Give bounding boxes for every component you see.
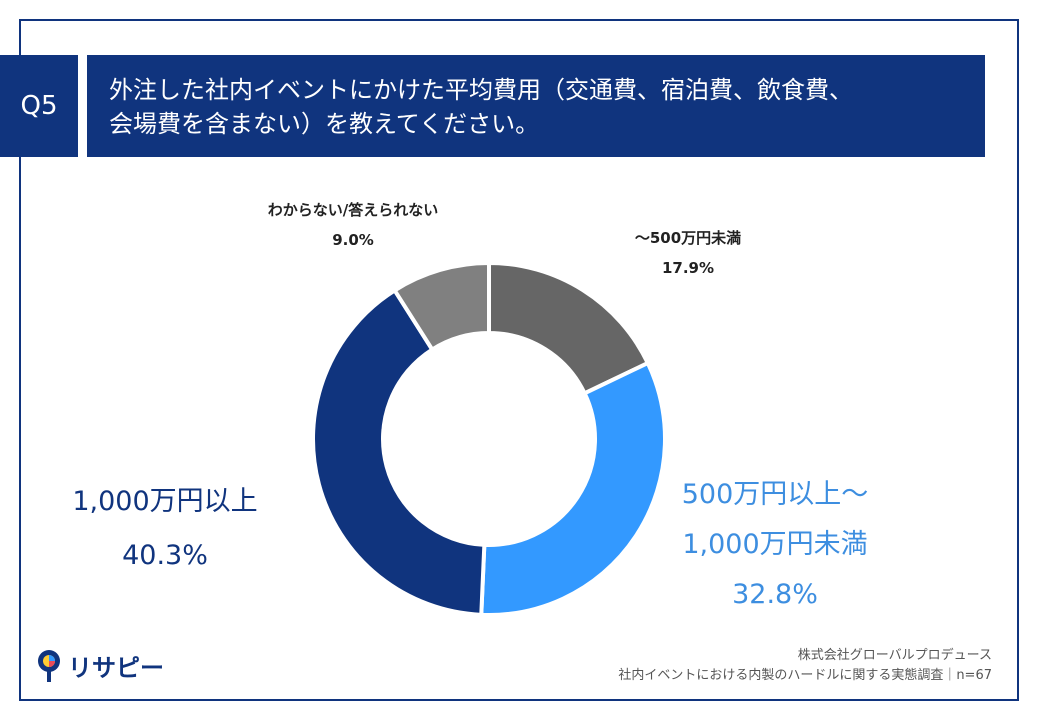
- slice-value-500-to-1000: 32.8%: [732, 579, 818, 610]
- source-note: 株式会社グローバルプロデュース 社内イベントにおける内製のハードルに関する実態調…: [618, 646, 992, 686]
- slice-category-500-to-1000-line1: 500万円以上～: [681, 479, 869, 510]
- question-number: Q5: [20, 91, 58, 121]
- slice-label-unknown: わからない/答えられない 9.0%: [238, 200, 468, 250]
- question-title-line2: 会場費を含まない）を教えてください。: [109, 110, 540, 138]
- slice-over-1000: [311, 287, 487, 617]
- question-title: 外注した社内イベントにかけた平均費用（交通費、宿泊費、飲食費、 会場費を含まない…: [87, 55, 985, 157]
- question-title-line1: 外注した社内イベントにかけた平均費用（交通費、宿泊費、飲食費、: [109, 76, 853, 104]
- slice-label-under-500: ～500万円未満 17.9%: [608, 228, 768, 278]
- slice-value-unknown: 9.0%: [332, 231, 374, 249]
- slice-value-over-1000: 40.3%: [122, 540, 208, 571]
- slice-category-under-500: ～500万円未満: [634, 229, 742, 247]
- source-company: 株式会社グローバルプロデュース: [797, 648, 992, 663]
- source-survey: 社内イベントにおける内製のハードルに関する実態調査｜n=67: [618, 668, 992, 683]
- brand-logo: リサピー: [36, 648, 164, 683]
- slice-value-under-500: 17.9%: [661, 259, 715, 277]
- logo-text: リサピー: [68, 654, 164, 682]
- slice-500-to-1000: [479, 360, 667, 617]
- question-number-badge: Q5: [0, 55, 78, 157]
- slice-unknown: [391, 260, 491, 353]
- slice-label-500-to-1000: 500万円以上～ 1,000万円未満 32.8%: [650, 472, 900, 618]
- slice-label-over-1000: 1,000万円以上 40.3%: [40, 480, 290, 578]
- logo-pin-icon: [38, 649, 60, 682]
- chart-frame: [19, 19, 1019, 701]
- slice-category-500-to-1000-line2: 1,000万円未満: [682, 529, 868, 560]
- slice-category-unknown: わからない/答えられない: [267, 201, 439, 219]
- slice-category-over-1000: 1,000万円以上: [72, 486, 258, 517]
